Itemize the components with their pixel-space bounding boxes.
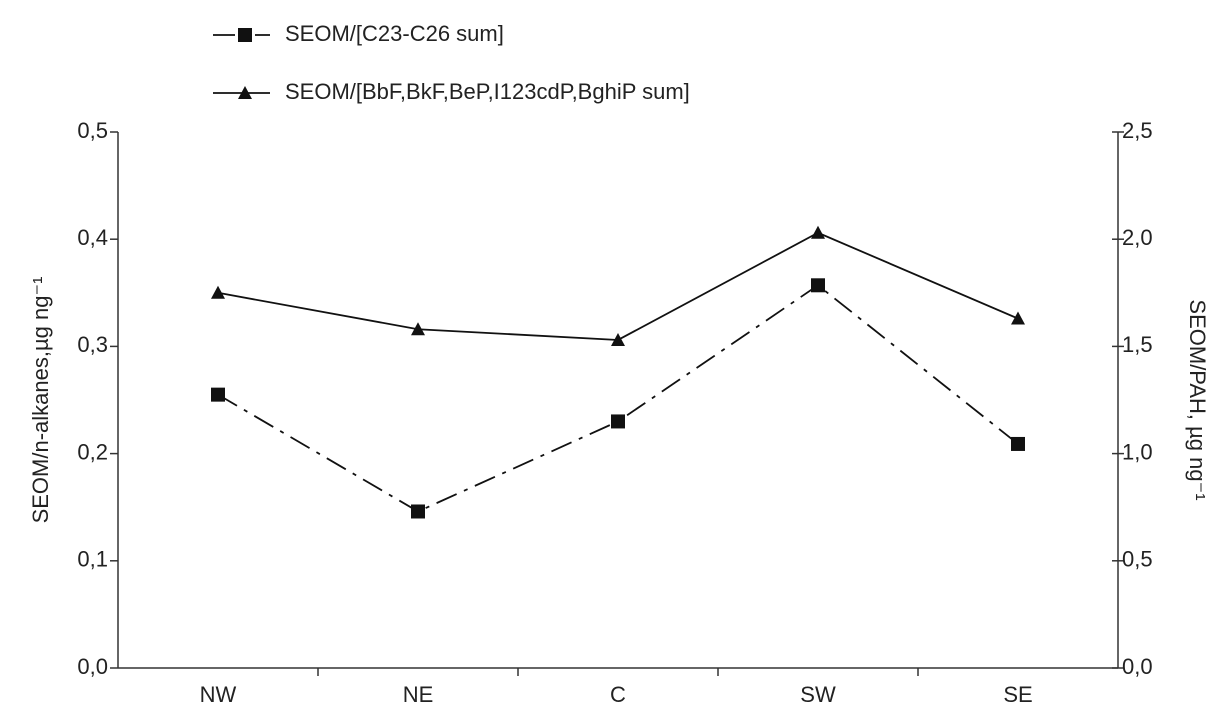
- x-tick-label: NW: [200, 682, 237, 707]
- y-tick-label: 0,5: [77, 118, 108, 143]
- y2-tick-label: 0,0: [1122, 654, 1153, 679]
- y2-tick-label: 2,5: [1122, 118, 1153, 143]
- marker: [411, 504, 425, 519]
- marker: [611, 414, 625, 429]
- x-tick-label: SW: [800, 682, 836, 707]
- legend-label: SEOM/[C23-C26 sum]: [285, 21, 504, 46]
- y2-tick-label: 2,0: [1122, 225, 1153, 250]
- marker: [1011, 436, 1025, 451]
- marker: [1011, 311, 1025, 325]
- y-tick-label: 0,2: [77, 439, 108, 464]
- legend-label: SEOM/[BbF,BkF,BeP,I123cdP,BghiP sum]: [285, 79, 690, 104]
- y-tick-label: 0,3: [77, 332, 108, 357]
- series-line: [217, 284, 1019, 513]
- series-line: [217, 231, 1019, 341]
- marker: [411, 322, 425, 336]
- x-tick-label: SE: [1003, 682, 1032, 707]
- y-tick-label: 0,1: [77, 547, 108, 572]
- y-tick-label: 0,4: [77, 225, 108, 250]
- marker: [211, 387, 225, 402]
- x-tick-label: C: [610, 682, 626, 707]
- x-tick-label: NE: [403, 682, 434, 707]
- marker: [238, 28, 252, 42]
- y-tick-label: 0,0: [77, 654, 108, 679]
- marker: [238, 86, 252, 99]
- y2-axis-label: SEOM/PAH, µg ng⁻¹: [1185, 299, 1210, 500]
- marker: [811, 225, 825, 239]
- marker: [211, 285, 225, 299]
- y-axis-label: SEOM/n-alkanes,µg ng⁻¹: [28, 277, 53, 524]
- y2-tick-label: 0,5: [1122, 547, 1153, 572]
- marker: [811, 278, 825, 293]
- y2-tick-label: 1,0: [1122, 439, 1153, 464]
- y2-tick-label: 1,5: [1122, 332, 1153, 357]
- marker: [611, 332, 625, 346]
